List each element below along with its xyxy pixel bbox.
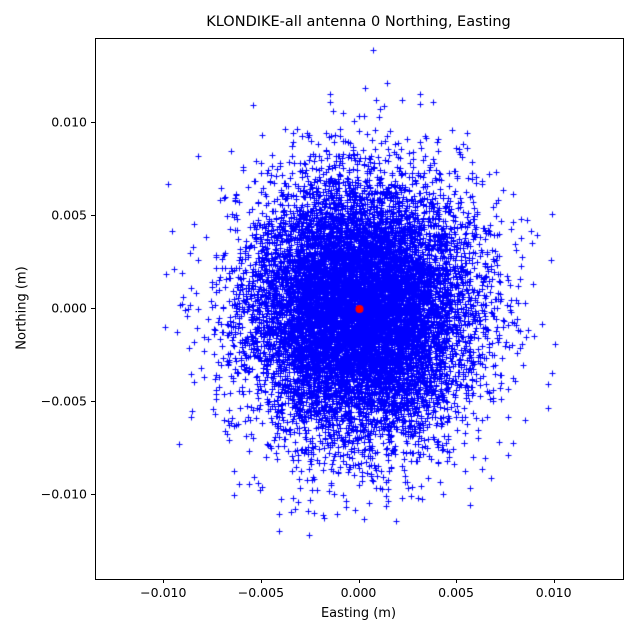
x-axis-label: Easting (m) (320, 606, 397, 621)
y-axis-label: Northing (m) (14, 266, 30, 350)
plot-area (95, 38, 624, 580)
y-tick-label: −0.005 (40, 393, 87, 409)
x-tick-label: 0.005 (438, 585, 474, 600)
x-tick-mark (553, 579, 555, 583)
y-tick-label: 0.005 (51, 207, 87, 223)
scatter-canvas (96, 39, 623, 579)
x-tick-mark (163, 579, 165, 583)
x-tick-label: 0.010 (535, 585, 572, 600)
y-tick-mark (91, 401, 95, 403)
y-tick-mark (91, 308, 95, 309)
y-tick-label: 0.000 (51, 300, 87, 316)
y-tick-mark (91, 494, 95, 496)
y-tick-mark (91, 214, 95, 216)
x-tick-mark (456, 579, 458, 583)
y-tick-label: −0.010 (40, 486, 87, 502)
x-tick-mark (358, 579, 360, 583)
x-tick-mark (260, 579, 262, 583)
y-tick-label: 0.010 (51, 114, 87, 130)
x-tick-label: 0.000 (340, 585, 377, 600)
chart-title: KLONDIKE-all antenna 0 Northing, Easting (206, 14, 511, 30)
y-tick-mark (91, 121, 95, 123)
x-tick-label: −0.005 (237, 585, 285, 600)
x-tick-label: −0.010 (140, 585, 187, 600)
